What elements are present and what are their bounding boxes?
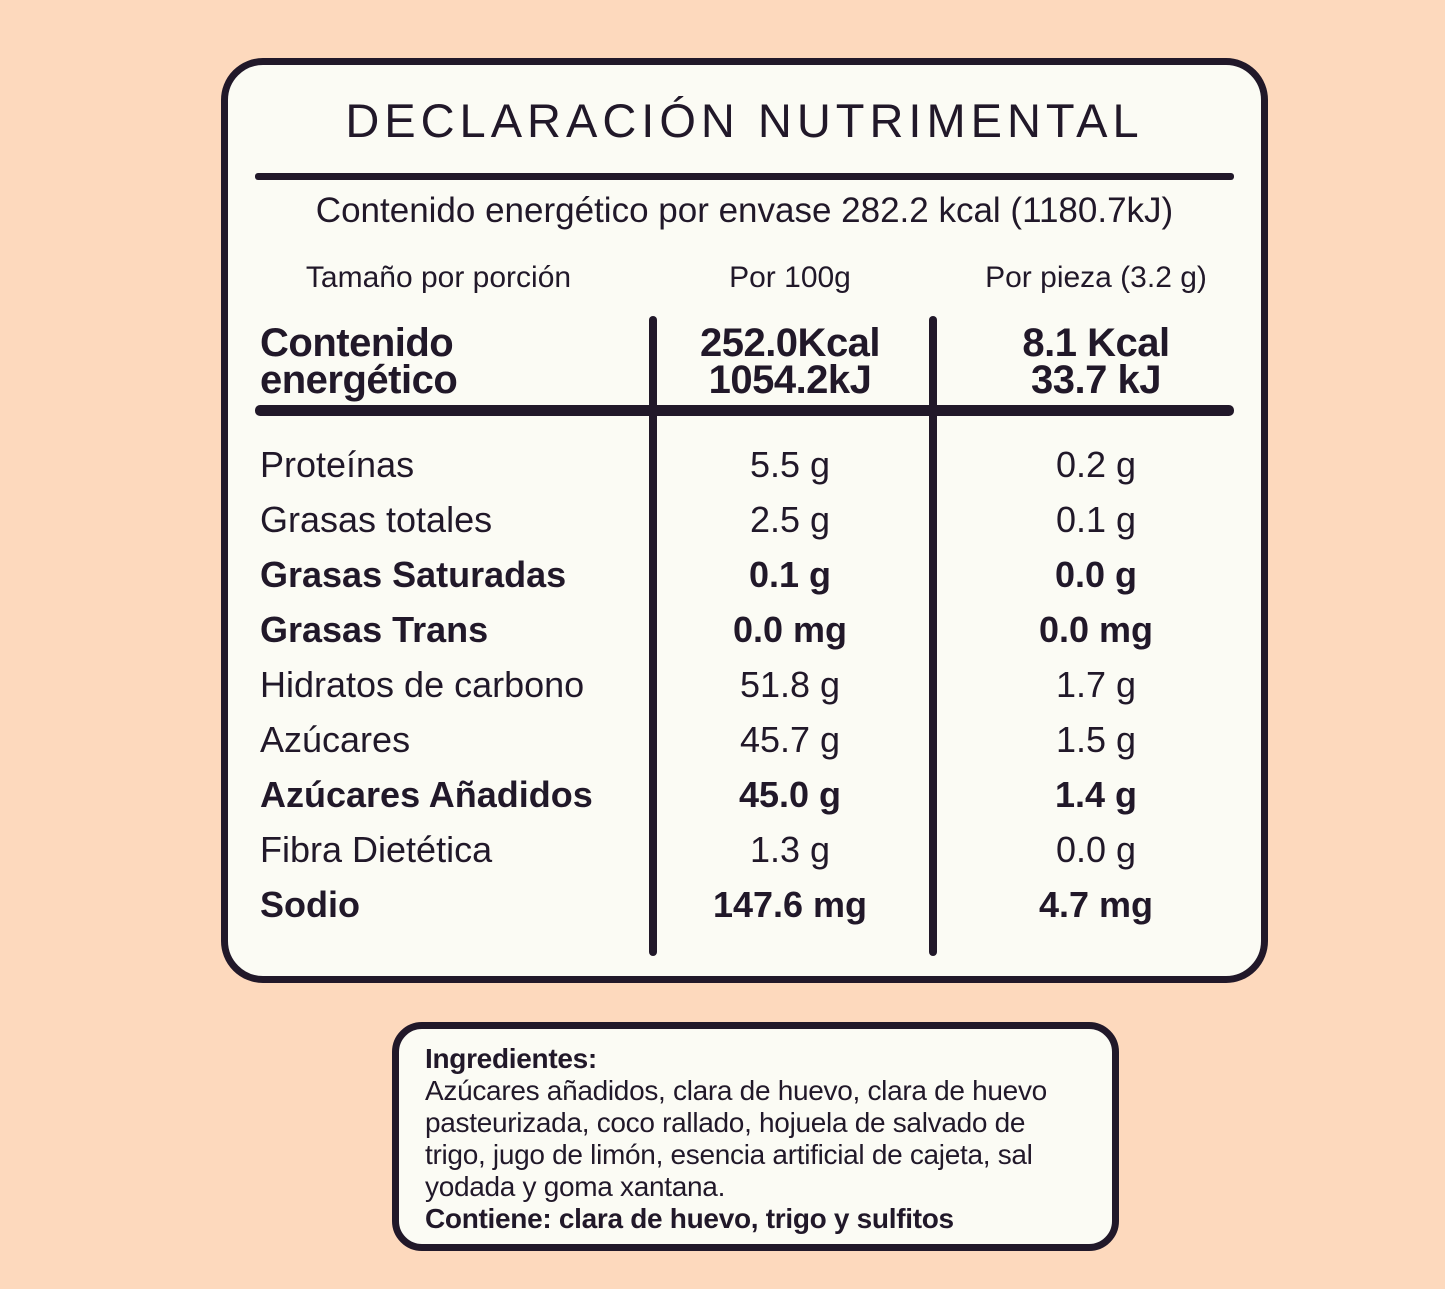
- nutrient-per-100g-value: 0.0 mg: [732, 608, 848, 650]
- nutrient-label: Grasas totales: [260, 498, 493, 540]
- nutrient-per-piece-value: 0.1 g: [1055, 498, 1137, 540]
- allergens-line: Contiene: clara de huevo, trigo y sulfit…: [425, 1202, 954, 1234]
- nutrient-per-piece-value: 0.0 g: [1055, 828, 1137, 870]
- energy-per-piece-value: 8.1 Kcal 33.7 kJ: [931, 321, 1261, 403]
- nutrient-per-100g-value: 5.5 g: [749, 443, 831, 485]
- nutrient-per-piece-value: 0.0 mg: [1038, 608, 1154, 650]
- energy-content-label: Contenido energético: [228, 321, 649, 403]
- nutrient-per-piece-value: 1.7 g: [1055, 663, 1137, 705]
- ingredients-box: Ingredientes: Azúcares añadidos, clara d…: [392, 1022, 1119, 1252]
- title-divider: [255, 173, 1234, 180]
- column-divider-left: [649, 316, 657, 956]
- nutrient-row-sodio: Sodio 147.6 mg 4.7 mg: [228, 877, 1261, 932]
- nutrient-per-100g-value: 1.3 g: [749, 828, 831, 870]
- nutrient-row-azucares: Azúcares 45.7 g 1.5 g: [228, 712, 1261, 767]
- nutrition-panel: DECLARACIÓN NUTRIMENTAL Contenido energé…: [221, 58, 1268, 983]
- nutrient-per-piece-value: 0.0 g: [1054, 553, 1138, 595]
- energy-per-package-line: Contenido energético por envase 282.2 kc…: [315, 191, 1174, 230]
- nutrient-row-fibra: Fibra Dietética 1.3 g 0.0 g: [228, 822, 1261, 877]
- nutrient-per-piece-value: 0.2 g: [1055, 443, 1137, 485]
- ingredients-heading: Ingredientes:: [425, 1043, 597, 1074]
- nutrient-per-piece-value: 1.5 g: [1055, 718, 1137, 760]
- nutrient-per-piece-value: 1.4 g: [1054, 773, 1138, 815]
- nutrient-label: Azúcares Añadidos: [260, 773, 593, 815]
- nutrient-per-100g-value: 45.0 g: [738, 773, 842, 815]
- column-headers-row: Tamaño por porción Por 100g Por pieza (3…: [228, 261, 1261, 295]
- nutrient-row-grasas-trans: Grasas Trans 0.0 mg 0.0 mg: [228, 602, 1261, 657]
- nutrient-per-100g-value: 2.5 g: [749, 498, 831, 540]
- energy-per-100g-kcal: 252.0Kcal: [699, 321, 881, 365]
- energy-content-label-line1: Contenido: [260, 321, 454, 365]
- nutrient-per-100g-value: 147.6 mg: [712, 883, 868, 925]
- energy-per-100g-kj: 1054.2kJ: [708, 358, 872, 403]
- nutrient-label: Grasas Saturadas: [260, 553, 567, 595]
- nutrient-row-proteinas: Proteínas 5.5 g 0.2 g: [228, 437, 1261, 492]
- nutrient-label: Sodio: [260, 883, 360, 925]
- nutrient-table: Proteínas 5.5 g 0.2 g Grasas totales 2.5…: [228, 437, 1261, 932]
- nutrient-per-100g-value: 45.7 g: [739, 718, 841, 760]
- ingredients-list: Azúcares añadidos, clara de huevo, clara…: [425, 1074, 1047, 1202]
- nutrient-per-100g-value: 51.8 g: [739, 663, 841, 705]
- column-header-per-100g: Por 100g: [729, 261, 851, 294]
- panel-title: DECLARACIÓN NUTRIMENTAL: [345, 94, 1144, 147]
- energy-content-label-line2: energético: [260, 358, 458, 403]
- nutrient-label: Proteínas: [260, 443, 415, 485]
- nutrient-row-azucares-anadidos: Azúcares Añadidos 45.0 g 1.4 g: [228, 767, 1261, 822]
- nutrient-label: Hidratos de carbono: [260, 663, 585, 705]
- energy-per-piece-kcal: 8.1 Kcal: [1022, 321, 1170, 365]
- column-divider-right: [929, 316, 937, 956]
- nutrient-per-100g-value: 0.1 g: [748, 553, 832, 595]
- energy-per-100g-value: 252.0Kcal 1054.2kJ: [649, 321, 931, 403]
- nutrient-row-hidratos: Hidratos de carbono 51.8 g 1.7 g: [228, 657, 1261, 712]
- nutrient-row-grasas-totales: Grasas totales 2.5 g 0.1 g: [228, 492, 1261, 547]
- nutrient-label: Azúcares: [260, 718, 411, 760]
- energy-content-row: Contenido energético 252.0Kcal 1054.2kJ …: [228, 321, 1261, 403]
- nutrient-row-grasas-saturadas: Grasas Saturadas 0.1 g 0.0 g: [228, 547, 1261, 602]
- energy-per-piece-kj: 33.7 kJ: [1031, 358, 1161, 403]
- column-header-serving-size: Tamaño por porción: [305, 261, 572, 294]
- header-divider: [255, 405, 1234, 416]
- column-header-per-piece: Por pieza (3.2 g): [985, 261, 1207, 294]
- nutrient-label: Grasas Trans: [260, 608, 489, 650]
- nutrient-label: Fibra Dietética: [260, 828, 493, 870]
- nutrient-per-piece-value: 4.7 mg: [1038, 883, 1154, 925]
